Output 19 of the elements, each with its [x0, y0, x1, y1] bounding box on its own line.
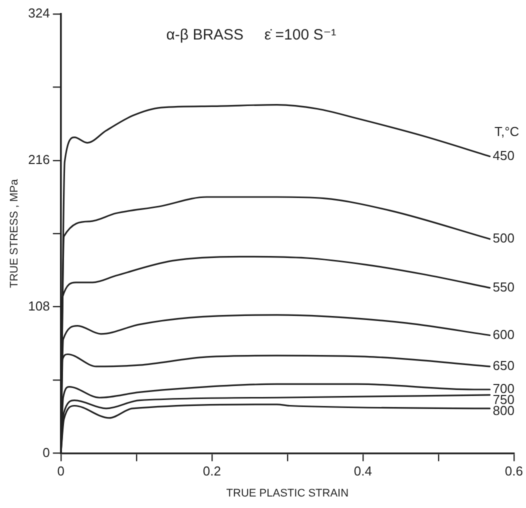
series-label: 600 [492, 326, 515, 342]
x-axis-title: TRUE PLASTIC STRAIN [226, 487, 349, 500]
series-label: 500 [492, 230, 515, 246]
series-label: 700 [492, 381, 515, 396]
x-tick-label: 0.4 [354, 464, 372, 479]
x-tick-label: 0.6 [504, 464, 524, 479]
y-tick-label: 216 [28, 152, 50, 167]
x-tick-label: 0 [57, 464, 65, 479]
series-label: 650 [492, 358, 515, 374]
x-tick-label: 0.2 [202, 464, 221, 479]
series-label: 450 [492, 148, 515, 163]
y-tick-label: 324 [28, 6, 50, 21]
y-tick-label: 0 [42, 444, 50, 460]
series-label: 550 [492, 279, 515, 294]
text: α-β BRASS ε̇ =100 S⁻¹ [166, 26, 336, 44]
y-axis-title: TRUE STRESS , MPa [8, 178, 21, 288]
y-tick-label: 108 [28, 298, 50, 314]
legend-title: T,°C [494, 124, 520, 139]
series-label: 800 [492, 403, 515, 418]
